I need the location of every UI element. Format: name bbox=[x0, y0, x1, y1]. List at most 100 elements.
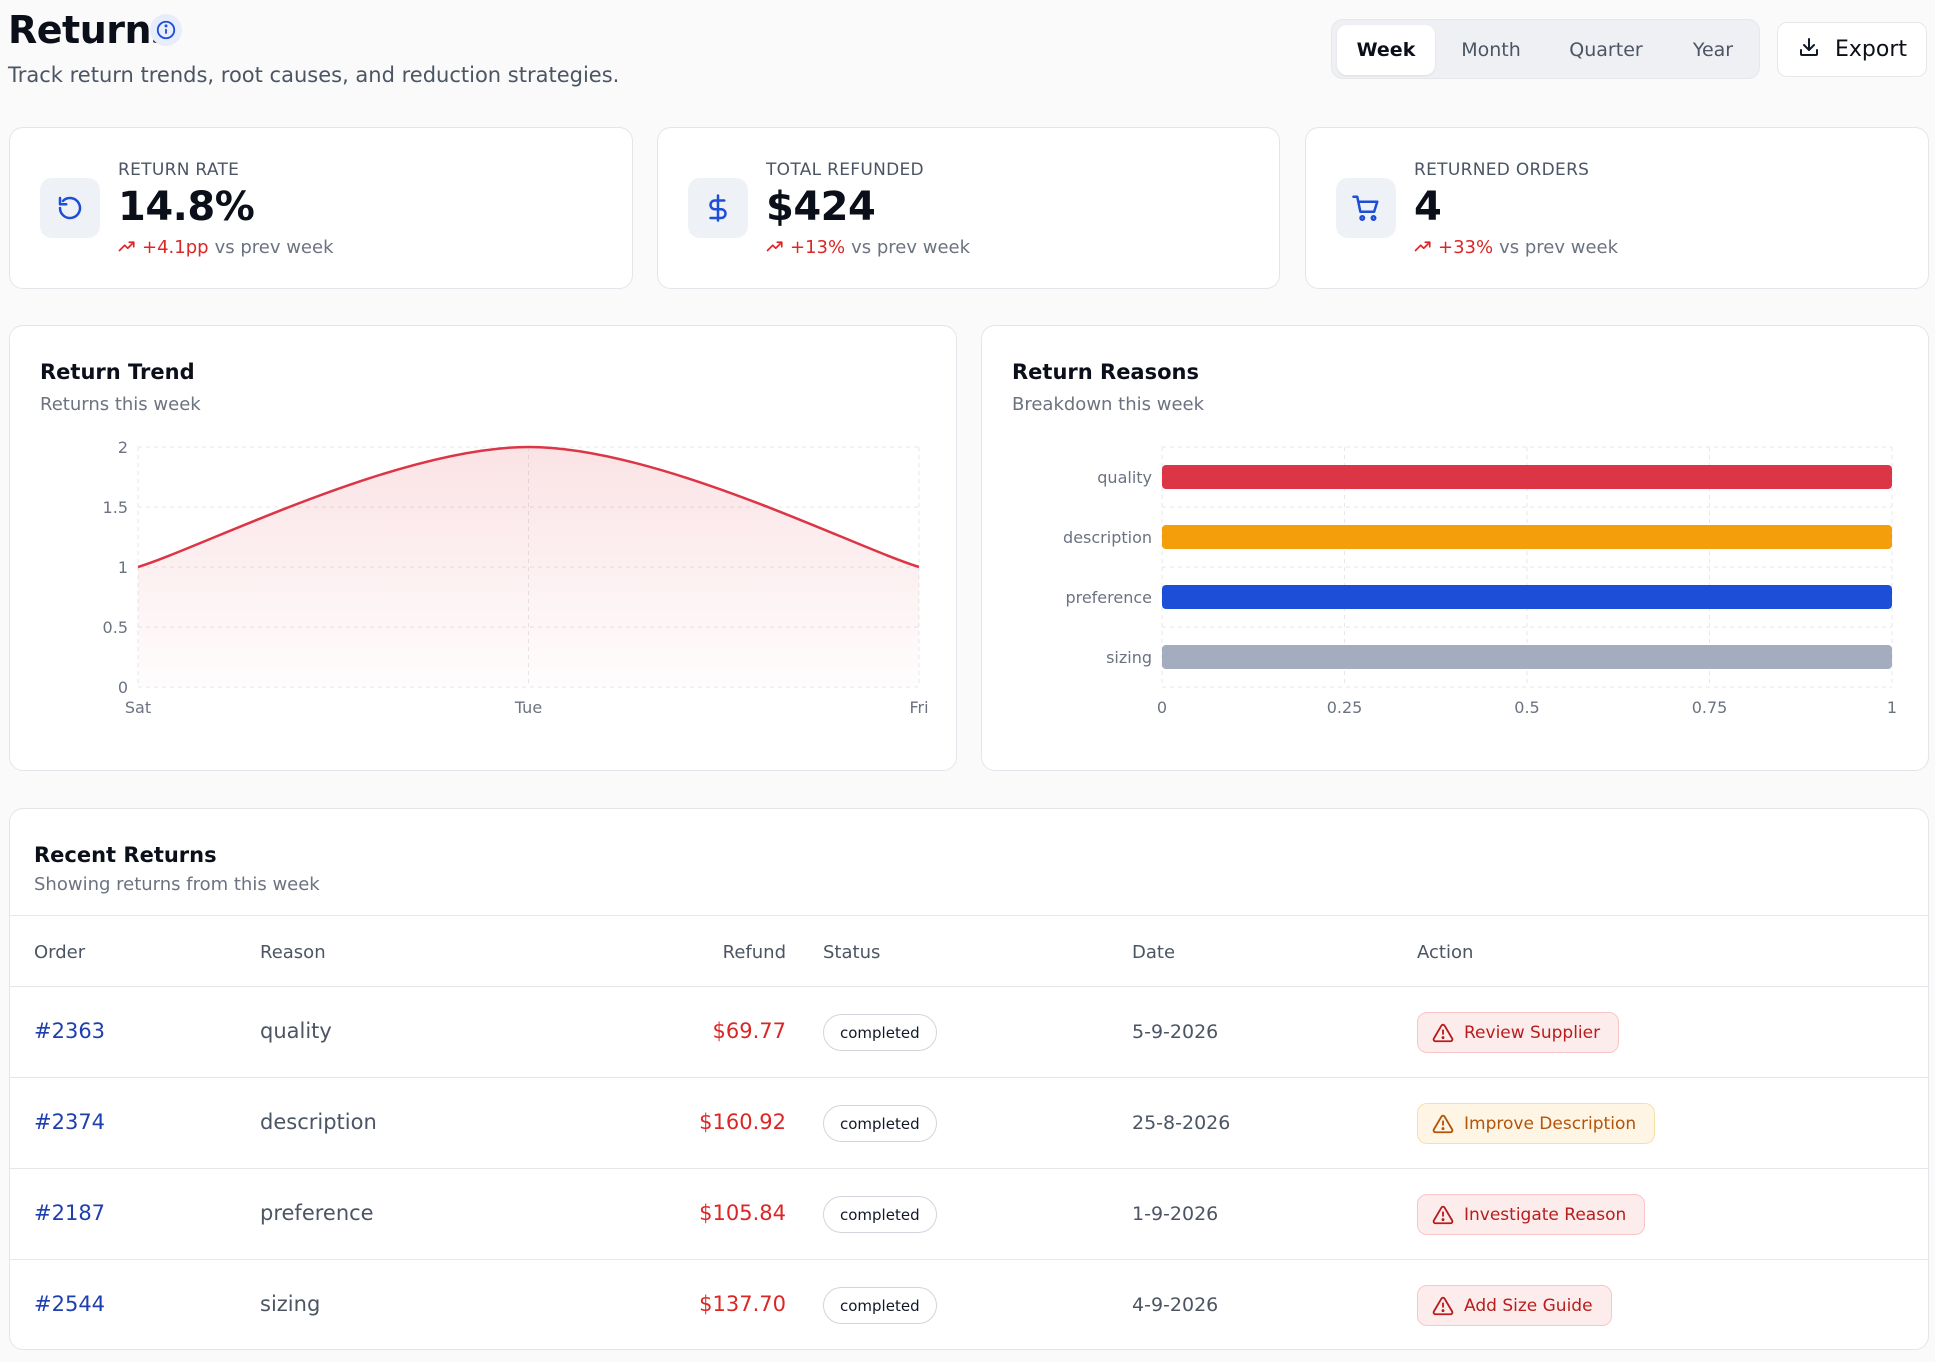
trend-up-icon bbox=[118, 237, 136, 258]
order-link[interactable]: #2363 bbox=[34, 1019, 106, 1043]
reason-bar-preference bbox=[1162, 585, 1892, 609]
return-date: 1-9-2026 bbox=[1132, 1203, 1219, 1225]
order-link[interactable]: #2187 bbox=[34, 1201, 106, 1225]
stat-label: RETURN RATE bbox=[118, 160, 240, 180]
y-tick-label: 2 bbox=[118, 438, 128, 457]
column-header-refund: Refund bbox=[722, 942, 786, 963]
y-tick-label: quality bbox=[1097, 468, 1152, 487]
status-badge: completed bbox=[823, 1196, 937, 1233]
refund-amount: $160.92 bbox=[699, 1110, 786, 1134]
stat-delta-value: +13% bbox=[790, 237, 846, 258]
x-tick-label: Fri bbox=[909, 698, 928, 717]
action-button[interactable]: Review Supplier bbox=[1417, 1012, 1620, 1053]
table-subtitle: Showing returns from this week bbox=[34, 874, 320, 895]
stat-delta: +4.1pp vs prev week bbox=[118, 237, 334, 258]
warning-icon bbox=[1432, 1113, 1454, 1135]
recent-returns-card: Recent Returns Showing returns from this… bbox=[9, 808, 1929, 1350]
reason-text: quality bbox=[260, 1019, 332, 1043]
period-year-button[interactable]: Year bbox=[1692, 39, 1734, 61]
card-title: Return Trend bbox=[40, 360, 195, 384]
reason-bar-sizing bbox=[1162, 645, 1892, 669]
table-row: #2374 description $160.92 completed 25-8-202… bbox=[10, 1078, 1928, 1169]
stat-label: TOTAL REFUNDED bbox=[766, 160, 924, 180]
y-tick-label: 1.5 bbox=[103, 498, 128, 517]
period-quarter-button[interactable]: Quarter bbox=[1569, 39, 1643, 61]
x-tick-label: 0.25 bbox=[1327, 698, 1363, 717]
y-tick-label: sizing bbox=[1106, 648, 1152, 667]
reason-bar-description bbox=[1162, 525, 1892, 549]
return-reasons-chart: 0 0.25 0.5 0.75 1 quality description preferenc… bbox=[1063, 446, 1897, 717]
stat-delta-suffix: vs prev week bbox=[214, 237, 334, 258]
action-label: Add Size Guide bbox=[1464, 1295, 1593, 1316]
refund-amount: $105.84 bbox=[699, 1201, 786, 1225]
period-selector: Week Month Quarter Year bbox=[1331, 19, 1760, 79]
download-icon bbox=[1797, 35, 1821, 65]
card-title: Return Reasons bbox=[1012, 360, 1199, 384]
x-tick-label: 0.5 bbox=[1514, 698, 1539, 717]
y-tick-label: description bbox=[1063, 528, 1152, 547]
return-date: 25-8-2026 bbox=[1132, 1112, 1231, 1134]
column-header-date: Date bbox=[1132, 942, 1176, 963]
page-subtitle: Track return trends, root causes, and re… bbox=[8, 63, 620, 87]
reason-text: sizing bbox=[260, 1292, 321, 1316]
card-subtitle: Returns this week bbox=[40, 394, 201, 415]
stat-card-returned-orders: RETURNED ORDERS 4 +33% vs prev week bbox=[1305, 127, 1929, 289]
table-row: #2187 preference $105.84 completed 1-9-2026 I… bbox=[10, 1169, 1928, 1260]
column-header-action: Action bbox=[1417, 942, 1474, 963]
period-week-button[interactable]: Week bbox=[1337, 25, 1435, 75]
table-title: Recent Returns bbox=[34, 843, 217, 867]
y-tick-label: 1 bbox=[118, 558, 128, 577]
stat-value: 14.8% bbox=[118, 184, 255, 230]
x-tick-label: 0.75 bbox=[1692, 698, 1728, 717]
column-header-order: Order bbox=[34, 942, 86, 963]
order-link[interactable]: #2374 bbox=[34, 1110, 106, 1134]
column-header-reason: Reason bbox=[260, 942, 326, 963]
page-title: Returns bbox=[8, 8, 174, 52]
return-date: 4-9-2026 bbox=[1132, 1294, 1219, 1316]
status-badge: completed bbox=[823, 1287, 937, 1324]
refresh-icon bbox=[40, 178, 100, 238]
order-link[interactable]: #2544 bbox=[34, 1292, 106, 1316]
trend-line bbox=[137, 445, 920, 569]
card-subtitle: Breakdown this week bbox=[1012, 394, 1205, 415]
dollar-icon bbox=[688, 178, 748, 238]
info-icon[interactable] bbox=[150, 14, 182, 46]
table-header: Order Reason Refund Status Date Action bbox=[10, 915, 1928, 987]
trend-up-icon bbox=[766, 237, 784, 258]
action-button[interactable]: Improve Description bbox=[1417, 1103, 1656, 1144]
stat-delta: +13% vs prev week bbox=[766, 237, 970, 258]
column-header-status: Status bbox=[823, 942, 881, 963]
x-tick-label: Tue bbox=[514, 698, 542, 717]
action-button[interactable]: Add Size Guide bbox=[1417, 1285, 1612, 1326]
period-month-button[interactable]: Month bbox=[1461, 39, 1521, 61]
warning-icon bbox=[1432, 1295, 1454, 1317]
stat-label: RETURNED ORDERS bbox=[1414, 160, 1590, 180]
refund-amount: $69.77 bbox=[712, 1019, 786, 1043]
stat-delta-suffix: vs prev week bbox=[851, 237, 971, 258]
table-row: #2363 quality $69.77 completed 5-9-2026 Revie… bbox=[10, 987, 1928, 1078]
export-label: Export bbox=[1834, 37, 1907, 62]
action-label: Investigate Reason bbox=[1464, 1204, 1627, 1225]
y-tick-label: preference bbox=[1065, 588, 1152, 607]
status-badge: completed bbox=[823, 1014, 937, 1051]
stat-delta-suffix: vs prev week bbox=[1499, 237, 1619, 258]
action-button[interactable]: Investigate Reason bbox=[1417, 1194, 1646, 1235]
warning-icon bbox=[1432, 1022, 1454, 1044]
stat-delta: +33% vs prev week bbox=[1414, 237, 1618, 258]
x-tick-label: 1 bbox=[1887, 698, 1897, 717]
cart-icon bbox=[1336, 178, 1396, 238]
action-label: Improve Description bbox=[1464, 1113, 1637, 1134]
reason-bar-quality bbox=[1162, 465, 1892, 489]
return-trend-chart: 0 0.5 1 1.5 2 Sat Tue Fri bbox=[103, 438, 929, 717]
return-date: 5-9-2026 bbox=[1132, 1021, 1219, 1043]
y-tick-label: 0.5 bbox=[103, 618, 128, 637]
stat-card-return-rate: RETURN RATE 14.8% +4.1pp vs prev week bbox=[9, 127, 633, 289]
stat-delta-value: +33% bbox=[1438, 237, 1494, 258]
reason-text: description bbox=[260, 1110, 377, 1134]
stat-card-total-refunded: TOTAL REFUNDED $424 +13% vs prev week bbox=[657, 127, 1280, 289]
export-button[interactable]: Export bbox=[1777, 22, 1927, 77]
trend-area bbox=[138, 447, 919, 687]
return-reasons-card: Return Reasons Breakdown this week 0 0.25… bbox=[981, 325, 1929, 771]
warning-icon bbox=[1432, 1204, 1454, 1226]
y-tick-label: 0 bbox=[118, 678, 128, 697]
